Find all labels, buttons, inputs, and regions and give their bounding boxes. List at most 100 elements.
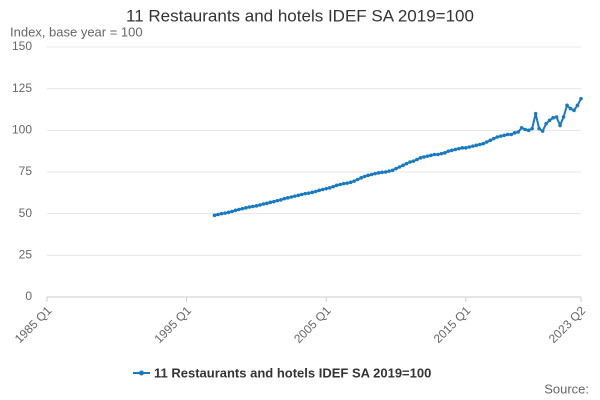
point <box>498 134 503 138</box>
point <box>345 181 349 185</box>
point <box>495 135 500 139</box>
y-tick-label: 125 <box>12 81 32 95</box>
point <box>568 106 573 111</box>
point <box>429 153 433 158</box>
point <box>505 132 510 137</box>
point <box>477 142 482 147</box>
point <box>233 208 238 213</box>
point <box>348 180 353 185</box>
point <box>223 211 227 215</box>
x-tick-label: 2005 Q1 <box>291 303 334 346</box>
point <box>327 186 332 190</box>
point <box>411 159 416 163</box>
point <box>293 194 297 198</box>
point <box>394 166 398 171</box>
point <box>471 144 475 148</box>
source: Source: <box>544 381 589 396</box>
point <box>258 203 262 207</box>
point <box>572 108 576 113</box>
y-tick-label: 50 <box>19 206 33 220</box>
series-line <box>214 98 582 217</box>
point <box>565 103 569 108</box>
legend-marker <box>139 370 144 376</box>
y-tick-label: 75 <box>19 164 33 178</box>
point <box>523 127 527 132</box>
point <box>540 129 545 133</box>
point <box>408 160 412 164</box>
point <box>537 126 541 131</box>
point <box>355 177 360 182</box>
point <box>436 152 440 157</box>
point <box>453 147 458 152</box>
point <box>216 212 220 217</box>
point <box>401 163 405 168</box>
point <box>526 128 531 133</box>
point <box>341 181 346 186</box>
chart-title: 11 Restaurants and hotels IDEF SA 2019=1… <box>126 6 474 25</box>
point <box>457 146 461 151</box>
point <box>481 141 486 146</box>
point <box>544 121 548 126</box>
point <box>306 191 311 195</box>
point <box>467 145 472 149</box>
point <box>415 157 419 162</box>
point <box>464 146 468 150</box>
point <box>251 204 255 209</box>
point <box>446 149 451 153</box>
point <box>450 148 454 153</box>
point <box>359 176 363 180</box>
point <box>387 169 391 173</box>
x-tick-label: 2015 Q1 <box>431 303 474 346</box>
point <box>383 170 388 174</box>
point <box>491 136 496 141</box>
point <box>376 171 381 175</box>
point <box>373 171 377 176</box>
point <box>261 202 266 206</box>
point <box>230 209 234 214</box>
y-tick-label: 25 <box>19 248 33 262</box>
point <box>320 187 325 192</box>
subtitle: Index, base year = 100 <box>10 24 143 39</box>
point <box>275 198 280 203</box>
point <box>268 200 273 205</box>
point <box>244 206 248 210</box>
x-tick-label: 2023 Q2 <box>546 303 589 346</box>
point <box>533 111 538 116</box>
point <box>286 196 290 200</box>
point <box>418 156 423 160</box>
point <box>324 186 329 191</box>
point <box>530 126 534 131</box>
y-tick-label: 0 <box>25 289 32 303</box>
y-tick-label: 100 <box>12 123 32 137</box>
point <box>474 143 479 148</box>
point <box>296 193 301 198</box>
x-tick-label: 1995 Q1 <box>152 303 195 346</box>
point <box>404 161 409 166</box>
point <box>502 133 507 138</box>
point <box>212 213 217 218</box>
x-tick-label: 1985 Q1 <box>12 303 55 346</box>
point <box>369 172 374 177</box>
point <box>422 155 426 159</box>
point <box>352 179 356 183</box>
point <box>512 131 517 135</box>
point <box>303 191 308 196</box>
point <box>561 115 566 119</box>
point <box>334 183 339 188</box>
point <box>362 174 367 179</box>
point <box>432 152 437 157</box>
point <box>313 189 318 194</box>
point <box>237 207 241 212</box>
point <box>254 204 259 208</box>
point <box>579 96 583 101</box>
point <box>317 188 322 193</box>
y-tick-label: 150 <box>12 39 32 53</box>
point <box>331 184 335 189</box>
point <box>282 196 287 201</box>
point <box>265 201 269 206</box>
point <box>554 115 559 119</box>
point <box>575 103 580 108</box>
point <box>272 199 276 204</box>
point <box>551 116 555 120</box>
